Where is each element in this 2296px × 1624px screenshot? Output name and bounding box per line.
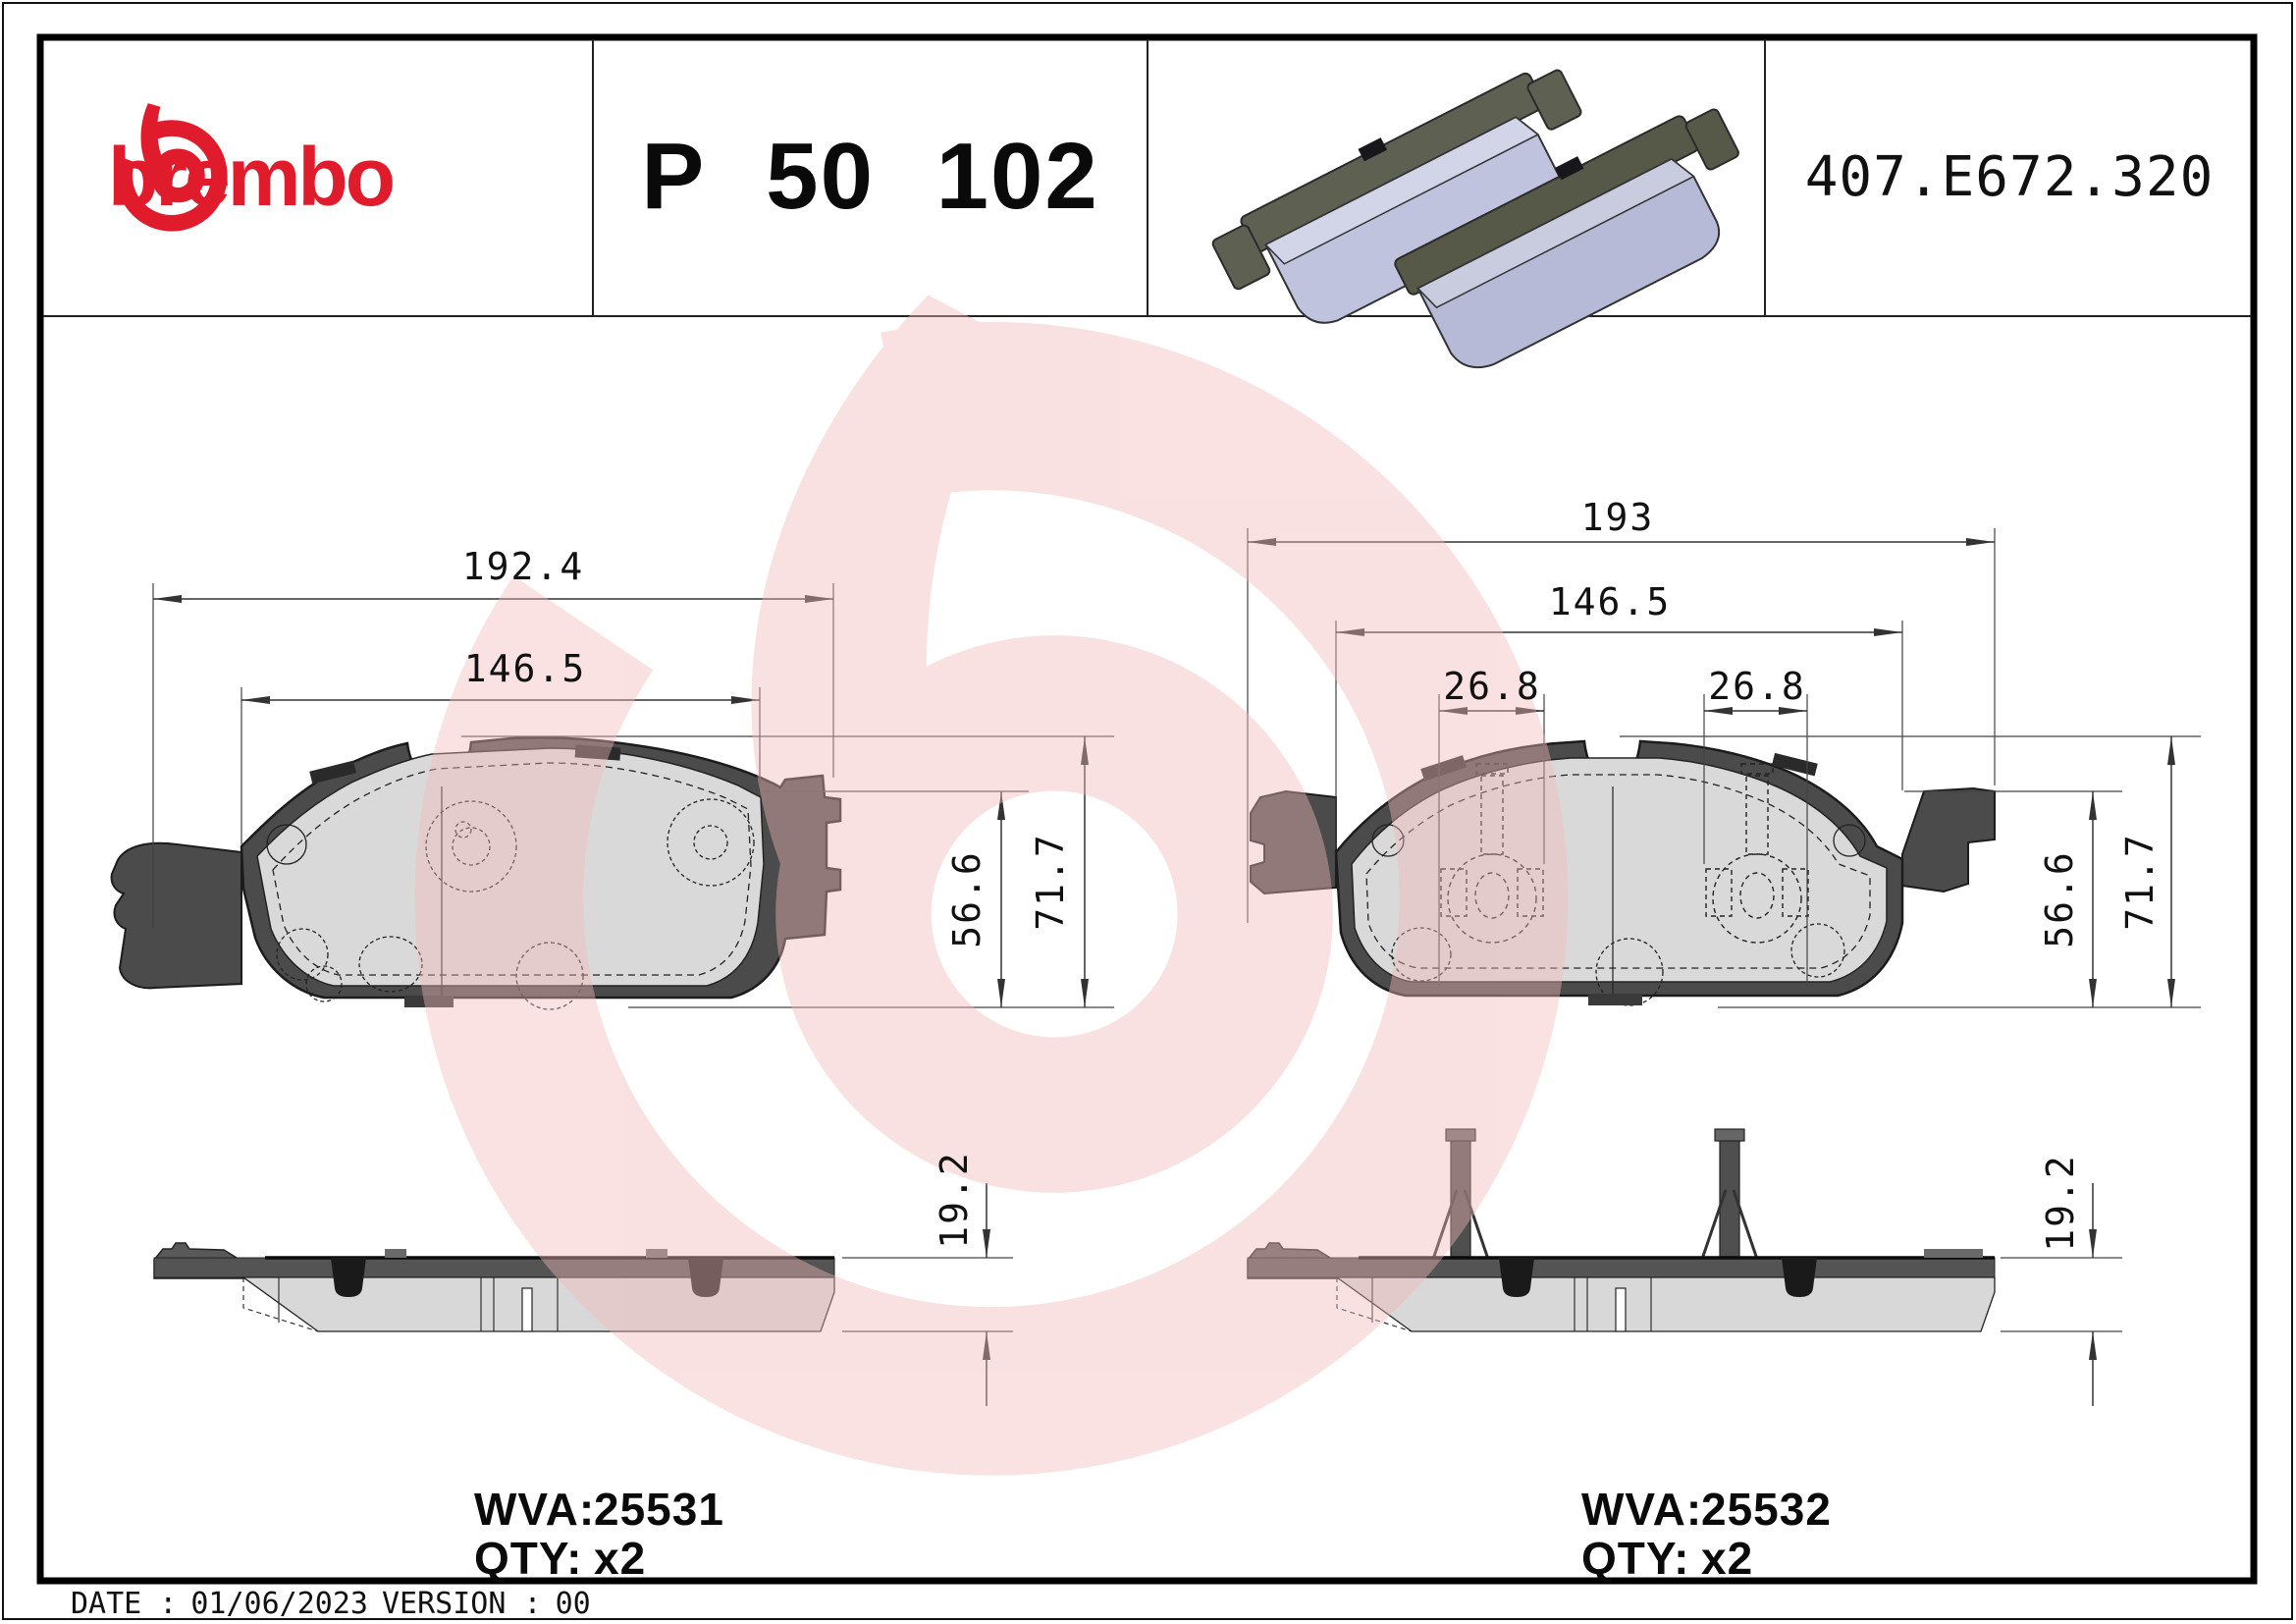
- side-right-slot: [1615, 1287, 1627, 1332]
- dim-left-total-height: 71.7: [1029, 833, 1072, 931]
- dim-right-width: 193: [1580, 496, 1655, 539]
- side-right-friction: [1334, 1276, 1996, 1332]
- left-pad-left-ear: [110, 841, 242, 990]
- part-number: P 50 102: [641, 124, 1099, 229]
- right-pad-sensor-2: [1705, 763, 1809, 944]
- right-pad-front-view: [1250, 739, 1996, 1006]
- right-pad-wva-block: WVA: 25532 QTY: x2: [1581, 1485, 1832, 1583]
- version-label: VERSION :: [382, 1587, 542, 1621]
- right-pad-clip-1: [1420, 755, 1468, 782]
- side-right-joints: [1371, 1277, 1652, 1331]
- dim-right-thickness: 19.2: [2039, 1154, 2082, 1252]
- right-pad-friction-dashed-outline: [1365, 774, 1871, 969]
- side-right-clip-1: [1499, 1258, 1534, 1297]
- catalog-code: 407.E672.320: [1804, 144, 2215, 209]
- right-pad-left-ear: [1250, 789, 1337, 895]
- right-wva-value: 25532: [1701, 1484, 1832, 1535]
- left-pad-side-view: [153, 1242, 835, 1332]
- dim-right-pad-height: 56.6: [2038, 850, 2081, 948]
- side-left-clip-2: [688, 1258, 723, 1297]
- left-wva-value: 25531: [594, 1484, 724, 1535]
- dim-left-pad-height: 56.6: [945, 850, 988, 948]
- pad-3d-render: [1211, 69, 1739, 369]
- dim-right-sensor-offset-left: 26.8: [1443, 665, 1541, 708]
- right-wva-label: WVA:: [1581, 1484, 1703, 1535]
- left-pad-wva-block: WVA: 25531 QTY: x2: [474, 1485, 724, 1583]
- left-pad-front-view: [110, 736, 842, 1010]
- right-pad-sensor-1: [1440, 763, 1544, 944]
- side-left-clip-1: [331, 1258, 366, 1297]
- left-wva-label: WVA:: [474, 1484, 596, 1535]
- side-left-slot: [521, 1287, 533, 1332]
- right-pad-detail-circles: [1371, 824, 1866, 1006]
- left-pad-bottom-tab: [404, 996, 454, 1007]
- right-qty-label: QTY:: [1581, 1533, 1690, 1584]
- right-pad-side-view: [1247, 1128, 1996, 1332]
- side-left-tab-1: [385, 1249, 406, 1258]
- brand-logo: brembo: [108, 98, 569, 255]
- extension-lines: [152, 528, 2201, 1332]
- right-qty-value: x2: [1701, 1533, 1754, 1584]
- left-pad-friction: [256, 747, 765, 987]
- footer-revision-line: DATE : 01/06/2023 VERSION : 00: [71, 1587, 591, 1621]
- version-value: 00: [555, 1587, 591, 1621]
- dim-left-thickness: 19.2: [933, 1151, 976, 1249]
- left-pad-clip-2: [574, 744, 621, 761]
- left-qty-label: QTY:: [474, 1533, 583, 1584]
- dim-right-sensor-offset-right: 26.8: [1708, 665, 1806, 708]
- side-right-tab: [1924, 1249, 1983, 1258]
- dim-right-total-height: 71.7: [2118, 833, 2162, 931]
- right-pad-clip-2: [1771, 752, 1818, 777]
- side-left-tab-2: [646, 1249, 667, 1258]
- right-pad-right-ear: [1901, 786, 1996, 893]
- dim-right-inner-width: 146.5: [1548, 580, 1672, 623]
- left-pad-friction-dashed-outline: [272, 762, 752, 976]
- right-pad-bottom-tab: [1588, 994, 1642, 1005]
- right-pad-friction: [1351, 757, 1888, 983]
- side-right-sensor-2: [1690, 1128, 1769, 1274]
- side-right-clip-2: [1782, 1258, 1817, 1297]
- left-qty-value: x2: [594, 1533, 647, 1584]
- date-value: 01/06/2023: [190, 1587, 368, 1621]
- left-pad-clip-1: [309, 760, 357, 785]
- dimension-lines: [153, 538, 2175, 1406]
- dim-left-inner-width: 146.5: [463, 647, 587, 690]
- left-pad-detail-circles: [266, 798, 755, 1010]
- brembo-logo-icon: [116, 103, 228, 232]
- content-border: [36, 33, 2258, 1585]
- brembo-watermark: [414, 295, 1569, 1476]
- side-left-joints: [278, 1277, 559, 1331]
- date-label: DATE :: [71, 1587, 178, 1621]
- dim-left-width: 192.4: [461, 545, 585, 588]
- side-left-friction: [240, 1276, 835, 1332]
